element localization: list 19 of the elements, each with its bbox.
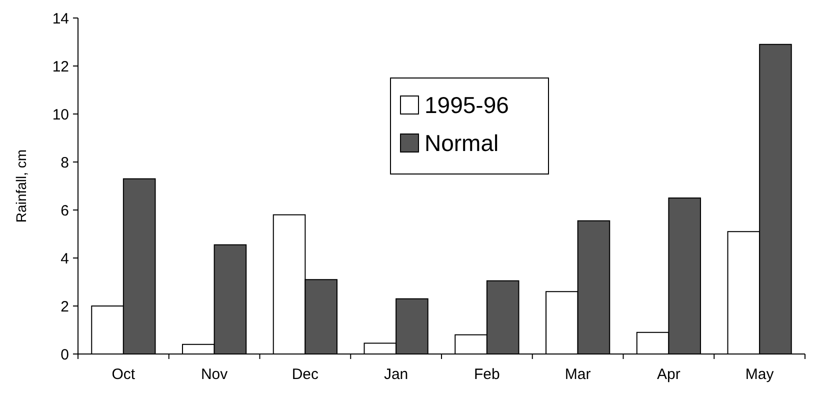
y-tick-label: 12 <box>52 58 69 76</box>
legend-label: 1995-96 <box>424 92 509 118</box>
y-axis-title: Rainfall, cm <box>13 149 29 223</box>
x-tick-label: Dec <box>292 366 320 383</box>
x-tick-label: Jan <box>384 366 408 383</box>
x-tick-label: Mar <box>564 366 591 383</box>
x-tick-label: May <box>745 366 774 383</box>
y-tick-label: 8 <box>60 154 69 172</box>
y-tick-label: 4 <box>60 250 69 268</box>
x-tick-label: Nov <box>200 366 228 383</box>
x-tick-label: Feb <box>474 366 500 383</box>
y-tick-label: 2 <box>60 298 69 316</box>
legend-label: Normal <box>424 130 499 156</box>
x-tick-label: Apr <box>657 366 680 383</box>
y-tick-label: 0 <box>60 346 69 364</box>
y-tick-label: 6 <box>60 202 69 220</box>
x-tick-label: Oct <box>112 366 136 383</box>
y-tick-label: 14 <box>52 10 69 28</box>
y-tick-label: 10 <box>52 106 69 124</box>
